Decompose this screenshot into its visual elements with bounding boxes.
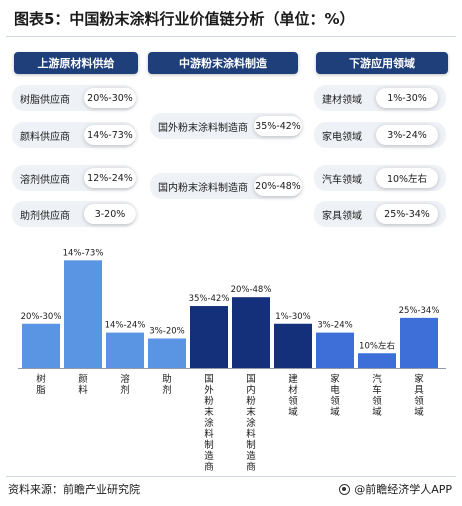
- bar-4: [190, 306, 228, 368]
- data-label-0: 20%-30%: [21, 312, 62, 322]
- chain-item-value: 25%-34%: [376, 204, 438, 224]
- source-note: 资料来源：前瞻产业研究院: [8, 483, 140, 496]
- category-label-3: 助剂: [162, 373, 172, 396]
- bar-0: [22, 323, 60, 368]
- title-divider: [6, 36, 456, 37]
- bar-chart: 20%-30% 树脂 14%-73% 颜料 14%-24% 溶剂 3%-20% 助剂 35%-4…: [18, 248, 446, 472]
- category-label-7: 家电领域: [330, 373, 340, 418]
- chain-item-value: 10%左右: [376, 168, 438, 188]
- category-label-1: 颜料: [78, 373, 88, 396]
- category-label-6: 建材领域: [288, 373, 298, 418]
- bar-5: [232, 297, 270, 368]
- data-label-3: 3%-20%: [149, 327, 184, 337]
- chain-item-name: 颜料供应商: [20, 131, 70, 143]
- chain-item-value: 12%-24%: [84, 168, 136, 188]
- chain-item-value: 3-20%: [84, 204, 136, 224]
- brand-mark: @前瞻经济学人APP: [339, 481, 452, 497]
- chain-item-value: 20%-30%: [84, 88, 136, 108]
- category-label-8: 汽车领域: [372, 373, 382, 418]
- chain-item-value: 3%-24%: [376, 125, 438, 145]
- data-label-4: 35%-42%: [189, 294, 230, 304]
- brand-label: @前瞻经济学人APP: [354, 483, 452, 496]
- column-header-1: 中游粉末涂料制造: [148, 52, 298, 74]
- chain-item-name: 国外粉末涂料制造商: [158, 122, 248, 134]
- chain-item-name: 家具领域: [322, 210, 362, 222]
- data-label-5: 20%-48%: [231, 285, 272, 295]
- data-label-7: 3%-24%: [317, 321, 352, 331]
- category-label-0: 树脂: [36, 373, 46, 396]
- chain-item-name: 建材领域: [322, 94, 362, 106]
- category-label-5: 国内粉末涂料制造商: [246, 374, 256, 472]
- chain-item-name: 国内粉末涂料制造商: [158, 182, 248, 194]
- chain-item-value: 14%-73%: [84, 125, 136, 145]
- data-label-6: 1%-30%: [275, 312, 310, 322]
- chain-item-name: 汽车领域: [322, 174, 362, 186]
- chain-item-value: 20%-48%: [254, 176, 302, 196]
- column-header-2: 下游应用领域: [316, 52, 448, 74]
- brand-logo-icon: [339, 483, 351, 495]
- bar-1: [64, 260, 102, 368]
- chain-item-name: 助剂供应商: [20, 210, 70, 222]
- bar-8: [358, 353, 396, 368]
- bar-9: [400, 317, 438, 368]
- chain-item-value: 35%-42%: [254, 116, 302, 136]
- chain-item-name: 溶剂供应商: [20, 174, 70, 186]
- column-header-0: 上游原材料供给: [14, 52, 138, 74]
- data-label-1: 14%-73%: [63, 248, 104, 258]
- bar-2: [106, 332, 144, 368]
- data-label-9: 25%-34%: [399, 306, 440, 316]
- category-label-9: 家具领域: [414, 373, 424, 418]
- chain-item-value: 1%-30%: [376, 88, 438, 108]
- chain-item-name: 树脂供应商: [20, 94, 70, 106]
- data-label-2: 14%-24%: [105, 321, 146, 331]
- data-label-8: 10%左右: [359, 340, 395, 351]
- bar-3: [148, 338, 186, 368]
- chain-item-name: 家电领域: [322, 131, 362, 143]
- bar-6: [274, 323, 312, 368]
- chart-title: 图表5：中国粉末涂料行业价值链分析（单位：%）: [14, 10, 355, 28]
- footer-divider: [6, 476, 456, 477]
- bar-7: [316, 332, 354, 368]
- category-label-4: 国外粉末涂料制造商: [204, 374, 214, 472]
- category-label-2: 溶剂: [120, 373, 130, 396]
